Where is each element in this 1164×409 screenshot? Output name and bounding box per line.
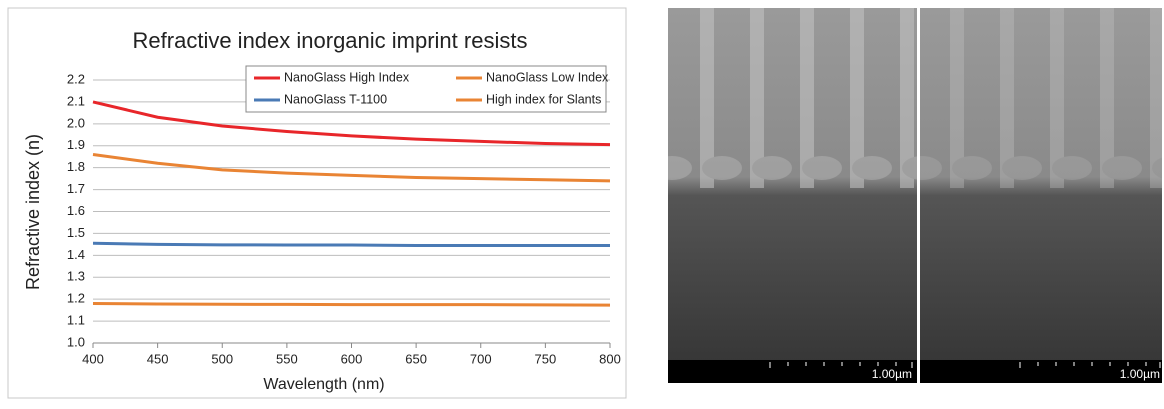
- legend-label: NanoGlass T-1100: [284, 92, 387, 106]
- y-tick-label: 1.7: [67, 181, 85, 196]
- divider: [917, 8, 920, 383]
- x-tick-label: 550: [276, 351, 298, 366]
- series-line: [92, 302, 611, 307]
- x-tick-label: 750: [535, 351, 557, 366]
- series-line: [92, 153, 611, 183]
- y-tick-label: 2.2: [67, 71, 85, 86]
- legend-label: NanoGlass Low Index: [486, 70, 609, 84]
- y-tick-label: 1.4: [67, 247, 85, 262]
- legend-label: NanoGlass High Index: [284, 70, 410, 84]
- series-line: [92, 241, 610, 247]
- x-axis-label: Wavelength (nm): [263, 376, 384, 393]
- plot-area: 1.0 1.1 1.2 1.3 1.4 1.5 1.6 1.7 1.8 1.9 2.0 2.1 2.2 4…: [67, 65, 621, 366]
- x-tick-label: 700: [470, 351, 492, 366]
- y-tick-label: 1.1: [67, 313, 85, 328]
- sem-ridges: [668, 8, 918, 188]
- y-tick-label: 1.9: [67, 137, 85, 152]
- y-tick-label: 1.3: [67, 269, 85, 284]
- scale-label: 1.00µm: [872, 367, 912, 381]
- x-tick-label: 800: [599, 351, 621, 366]
- y-tick-label: 2.0: [67, 115, 85, 130]
- x-tick-label: 400: [82, 351, 104, 366]
- legend-label: High index for Slants: [486, 92, 601, 106]
- y-tick-label: 1.8: [67, 159, 85, 174]
- sem-ridges: [920, 8, 1162, 188]
- x-tick-label: 650: [405, 351, 427, 366]
- scale-ticks: [769, 362, 1161, 368]
- y-tick-label: 1.6: [67, 203, 85, 218]
- x-tick-label: 500: [211, 351, 233, 366]
- scale-label: 1.00µm: [1120, 367, 1160, 381]
- y-tick-label: 1.2: [67, 291, 85, 306]
- scale-bar: [668, 360, 917, 383]
- series-line: [92, 100, 611, 147]
- y-tick-label: 1.0: [67, 334, 85, 349]
- x-tick-label: 450: [147, 351, 169, 366]
- x-tick-label: 600: [341, 351, 363, 366]
- y-axis-label: Refractive index (n): [23, 134, 43, 290]
- chart-title: Refractive index inorganic imprint resis…: [133, 28, 528, 53]
- y-tick-label: 2.1: [67, 93, 85, 108]
- legend-box: [245, 65, 607, 113]
- sem-images: 1.00µm 1.00µm: [668, 8, 1162, 383]
- y-tick-label: 1.5: [67, 225, 85, 240]
- scale-bar: [920, 360, 1162, 383]
